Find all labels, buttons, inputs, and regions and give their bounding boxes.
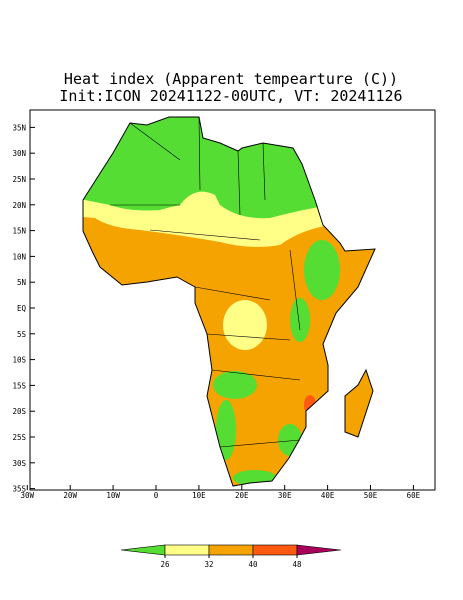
- lat-tick-label: 20N: [12, 201, 26, 210]
- africa-fill: [83, 117, 375, 486]
- lat-tick-label: 5N: [17, 278, 26, 287]
- colorbar-segment: [252, 544, 298, 556]
- lat-tick-label: 30S: [12, 459, 26, 468]
- lat-tick-label: 15S: [12, 381, 26, 390]
- lat-tick-label: 15N: [12, 227, 26, 236]
- lon-tick-label: 20W: [63, 491, 77, 500]
- lat-tick-label: 35N: [12, 123, 26, 132]
- colorbar-high: [296, 544, 342, 556]
- lat-tick-label: 10S: [12, 356, 26, 365]
- lon-tick-label: 30E: [278, 491, 292, 500]
- lat-tick-label: 35S: [12, 485, 26, 494]
- lat-tick-label: 25N: [12, 175, 26, 184]
- lat-tick-label: EQ: [17, 304, 27, 313]
- lat-tick-label: 25S: [12, 433, 26, 442]
- madagascar: [344, 368, 374, 438]
- colorbar-label: 32: [204, 560, 213, 569]
- lon-tick-label: 30W: [21, 491, 35, 500]
- colorbar-label: 48: [292, 560, 302, 569]
- lon-tick-label: 40E: [321, 491, 335, 500]
- lon-tick-label: 0: [154, 491, 159, 500]
- lon-tick-label: 10W: [106, 491, 120, 500]
- colorbar-segment: [164, 544, 210, 556]
- lon-tick-label: 10E: [192, 491, 206, 500]
- map-frame: [29, 109, 436, 491]
- title: Heat index (Apparent tempearture (C)): [64, 70, 398, 88]
- lat-tick-label: 30N: [12, 149, 26, 158]
- colorbar-label: 26: [160, 560, 170, 569]
- colorbar-segment: [208, 544, 254, 556]
- lat-tick-label: 5S: [17, 330, 27, 339]
- lat-tick-label: 10N: [12, 252, 26, 261]
- lon-tick-label: 50E: [364, 491, 378, 500]
- subtitle: Init:ICON 20241122-00UTC, VT: 20241126: [59, 87, 402, 105]
- lon-tick-label: 60E: [407, 491, 421, 500]
- borders: [110, 116, 301, 448]
- lat-tick-label: 20S: [12, 407, 26, 416]
- colorbar-label: 40: [248, 560, 258, 569]
- colorbar-low: [120, 544, 166, 556]
- lon-tick-label: 20E: [235, 491, 249, 500]
